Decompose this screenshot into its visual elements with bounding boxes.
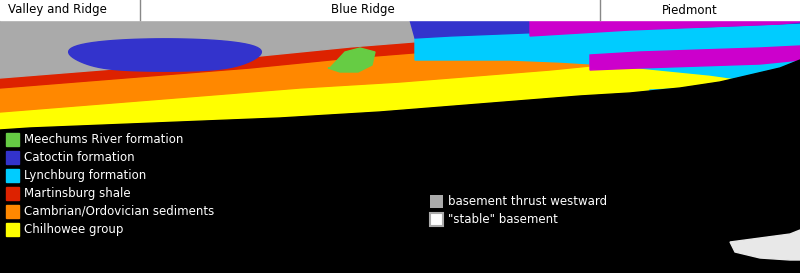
Polygon shape xyxy=(0,60,800,273)
Polygon shape xyxy=(650,82,800,105)
Polygon shape xyxy=(660,85,800,110)
Text: Valley and Ridge: Valley and Ridge xyxy=(8,4,107,16)
Polygon shape xyxy=(0,20,800,78)
Text: Lynchburg formation: Lynchburg formation xyxy=(24,169,146,182)
Polygon shape xyxy=(328,48,375,72)
Polygon shape xyxy=(6,205,19,218)
Text: Chilhowee group: Chilhowee group xyxy=(24,223,123,236)
Text: Martinsburg shale: Martinsburg shale xyxy=(24,187,130,200)
Polygon shape xyxy=(410,20,800,38)
Polygon shape xyxy=(430,213,443,226)
Text: basement thrust westward: basement thrust westward xyxy=(448,195,607,208)
Polygon shape xyxy=(6,187,19,200)
Polygon shape xyxy=(0,40,800,130)
Polygon shape xyxy=(415,23,800,90)
Polygon shape xyxy=(590,46,800,70)
Polygon shape xyxy=(6,133,19,146)
Polygon shape xyxy=(730,230,800,260)
Text: Catoctin formation: Catoctin formation xyxy=(24,151,134,164)
Text: Meechums River formation: Meechums River formation xyxy=(24,133,183,146)
Polygon shape xyxy=(430,195,443,208)
Text: Cambrian/Ordovician sediments: Cambrian/Ordovician sediments xyxy=(24,205,214,218)
Polygon shape xyxy=(6,223,19,236)
Polygon shape xyxy=(69,39,262,71)
Polygon shape xyxy=(0,24,800,112)
Polygon shape xyxy=(0,22,800,88)
Polygon shape xyxy=(530,20,800,36)
Polygon shape xyxy=(6,151,19,164)
Polygon shape xyxy=(0,0,800,20)
Text: Blue Ridge: Blue Ridge xyxy=(331,4,395,16)
Polygon shape xyxy=(0,0,800,20)
Text: "stable" basement: "stable" basement xyxy=(448,213,558,226)
Text: Piedmont: Piedmont xyxy=(662,4,718,16)
Polygon shape xyxy=(6,169,19,182)
